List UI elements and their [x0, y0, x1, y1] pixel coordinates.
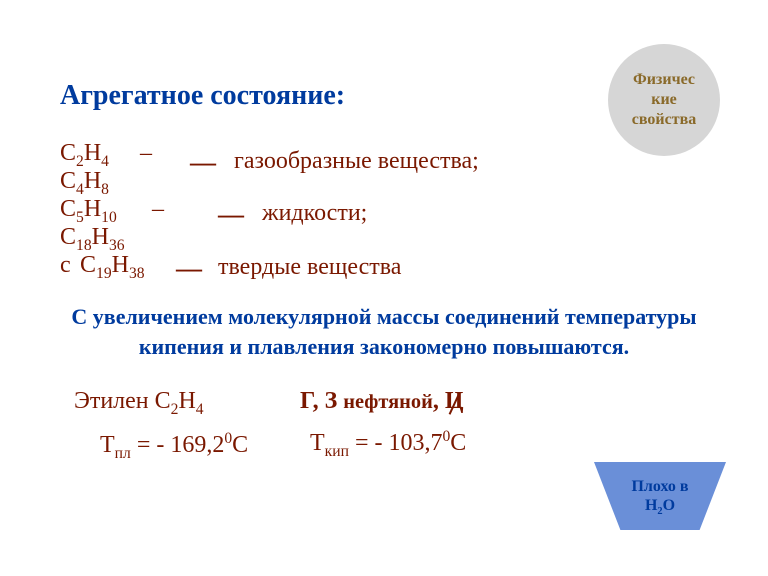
range-gas-from: C2H4 [60, 140, 109, 167]
range-liquid-to: C18H36 [60, 224, 125, 251]
range-liquid-em-dash: — [218, 200, 244, 230]
badge-line3: свойства [632, 111, 696, 128]
range-gas-em-dash: — [190, 148, 216, 178]
range-liquid-dash: – [152, 196, 164, 223]
range-liquid-from: C5H10 [60, 196, 117, 223]
range-gas-dash: – [140, 140, 152, 167]
badge-physical-properties: Физичес кие свойства [608, 44, 720, 156]
water-solubility-trapezoid: Плохо вH2O [594, 462, 726, 530]
mass-trend-paragraph: С увеличением молекулярной массы соедине… [60, 302, 708, 361]
paragraph-line1: С увеличением молекулярной массы соедине… [71, 304, 696, 329]
range-gas-label: газообразные вещества; [234, 148, 479, 175]
range-solid-em-dash: — [176, 254, 202, 284]
range-solid-prefix: с [60, 252, 71, 279]
range-solid-formula: C19H38 [80, 252, 145, 279]
trap-text: Плохо вH2O [631, 477, 688, 515]
badge-line2: кие [651, 91, 677, 108]
range-gas-to: C4H8 [60, 168, 109, 195]
paragraph-line2: кипения и плавления закономерно повышают… [139, 334, 629, 359]
range-solid-label: твердые вещества [218, 254, 401, 281]
ethylene-tmelt: Tпл = - 169,20C [100, 430, 280, 460]
ethylene-smell: Г, З нефтяной, Ц [300, 388, 464, 415]
ethylene-name: Этилен C2H4 [74, 388, 204, 415]
badge-line1: Физичес [633, 71, 695, 88]
ethylene-tboil: Tкип = - 103,70C [310, 430, 466, 457]
section-title: Агрегатное состояние: [60, 80, 345, 112]
range-liquid-label: жидкости; [262, 200, 367, 227]
